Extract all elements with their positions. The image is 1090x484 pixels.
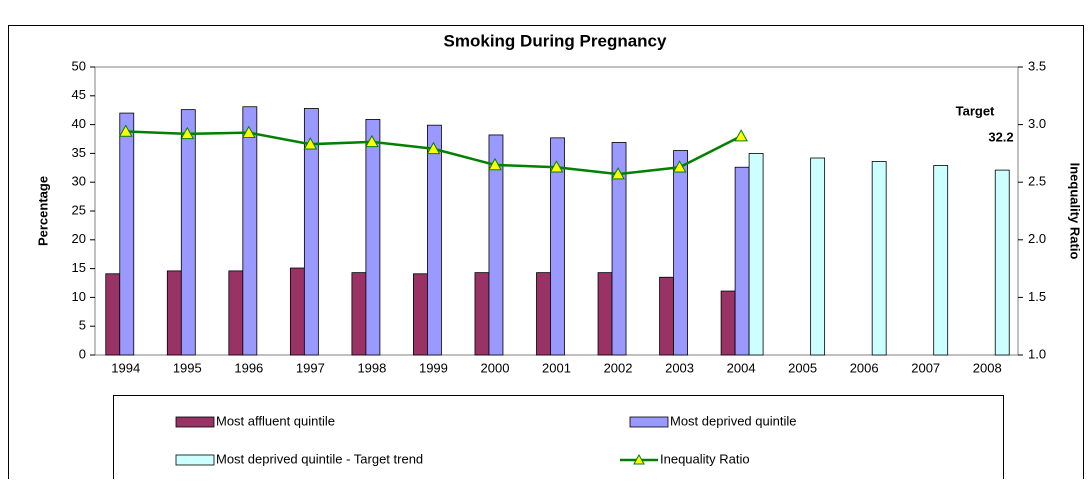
y2-tick-label: 3.5 — [1028, 58, 1046, 73]
line-marker — [488, 157, 502, 171]
bar — [536, 272, 551, 356]
x-tick-label: 1995 — [173, 360, 202, 375]
line-marker — [611, 167, 625, 180]
bar — [351, 272, 367, 356]
y-axis-label: Percentage — [35, 176, 50, 246]
line-marker — [303, 137, 318, 150]
bar — [242, 106, 258, 356]
line-marker — [118, 124, 133, 137]
x-tick-label: 1998 — [357, 360, 386, 375]
bar — [871, 161, 887, 356]
bar — [720, 290, 736, 356]
bar — [810, 157, 826, 356]
annotation: Target — [956, 103, 995, 118]
y-tick-label: 0 — [79, 346, 86, 361]
legend-swatch — [175, 454, 215, 466]
line-marker — [365, 134, 379, 148]
line-marker — [549, 160, 564, 173]
legend-label: Most deprived quintile — [670, 413, 796, 428]
bar — [488, 134, 504, 356]
annotation: 32.2 — [988, 129, 1013, 144]
x-tick-label: 2006 — [850, 360, 879, 375]
bar — [105, 273, 121, 356]
bar — [659, 276, 674, 356]
y2-axis-label: Inequality Ratio — [1068, 163, 1083, 260]
x-tick-label: 1994 — [111, 360, 140, 375]
chart-title: Smoking During Pregnancy — [444, 31, 667, 50]
bar — [413, 273, 428, 356]
x-tick-label: 2000 — [481, 360, 510, 375]
y-tick-label: 50 — [72, 58, 86, 73]
bar — [933, 165, 949, 356]
legend-swatch — [633, 453, 645, 465]
x-tick-label: 1999 — [419, 360, 448, 375]
legend-label: Most deprived quintile - Target trend — [216, 451, 423, 466]
x-tick-label: 2008 — [973, 360, 1002, 375]
x-tick-label: 2005 — [788, 360, 817, 375]
x-tick-label: 2003 — [665, 360, 694, 375]
bar — [611, 142, 627, 356]
y-tick-label: 30 — [72, 174, 86, 189]
line-marker — [426, 141, 441, 155]
bar — [289, 267, 305, 356]
y-tick-label: 5 — [79, 318, 86, 333]
x-tick-label: 2004 — [727, 360, 756, 375]
bar — [673, 150, 688, 356]
bar — [994, 169, 1010, 356]
y-tick-label: 35 — [72, 145, 86, 160]
y2-tick-label: 2.5 — [1028, 174, 1046, 189]
y2-tick-label: 3.0 — [1028, 116, 1046, 131]
bar — [228, 270, 244, 356]
bar — [427, 124, 442, 356]
y-tick-label: 40 — [72, 116, 86, 131]
bar — [166, 270, 182, 356]
bar — [119, 112, 135, 356]
line-marker — [734, 129, 748, 142]
legend-swatch — [175, 416, 215, 428]
bar — [734, 166, 750, 356]
x-tick-label: 1997 — [296, 360, 325, 375]
y2-tick-label: 1.5 — [1028, 289, 1046, 304]
x-tick-label: 1996 — [234, 360, 263, 375]
bar — [748, 152, 764, 356]
x-tick-label: 2002 — [604, 360, 633, 375]
legend-swatch — [629, 416, 669, 428]
y-tick-label: 20 — [72, 231, 86, 246]
line-marker — [672, 160, 687, 173]
legend-label: Most affluent quintile — [216, 413, 335, 428]
legend-label: Inequality Ratio — [660, 451, 750, 466]
bar — [180, 109, 196, 356]
bar — [474, 272, 490, 356]
y-tick-label: 15 — [72, 260, 86, 275]
y-tick-label: 25 — [72, 202, 86, 217]
bar — [550, 137, 565, 356]
bar — [597, 272, 613, 356]
line-marker — [180, 126, 195, 140]
legend-box — [113, 395, 1004, 484]
bar — [365, 119, 381, 356]
line-marker — [241, 125, 256, 138]
y2-tick-label: 2.0 — [1028, 231, 1046, 246]
x-tick-label: 2001 — [542, 360, 571, 375]
y-tick-label: 10 — [72, 289, 86, 304]
y2-tick-label: 1.0 — [1028, 346, 1046, 361]
bar — [303, 108, 319, 356]
y-tick-label: 45 — [72, 87, 86, 102]
x-tick-label: 2007 — [911, 360, 940, 375]
